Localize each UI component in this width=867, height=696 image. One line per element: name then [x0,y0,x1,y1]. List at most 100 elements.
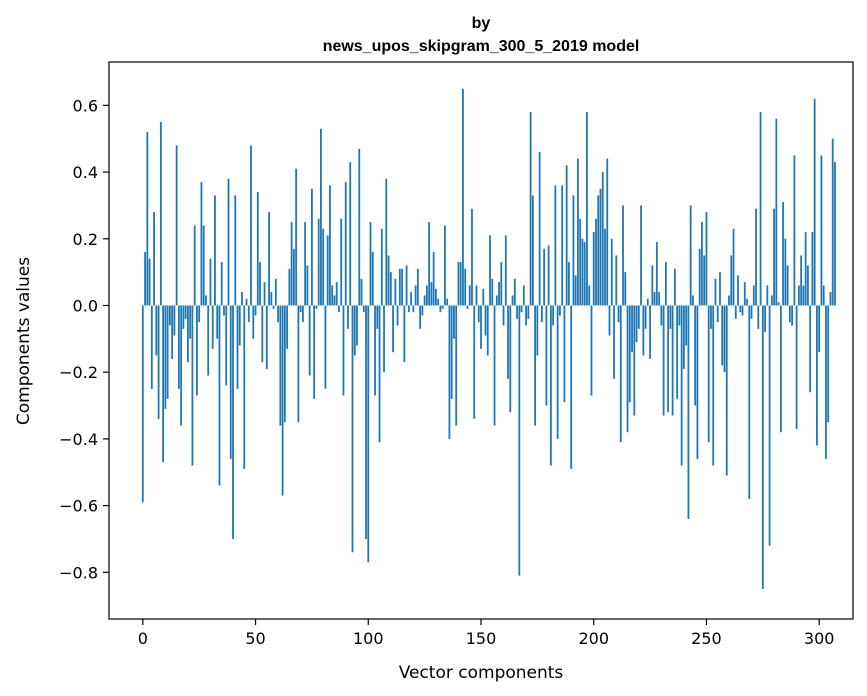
bar-161 [504,235,507,306]
bar-81 [324,305,327,389]
bar-35 [220,262,223,306]
bar-51 [256,192,259,306]
bar-261 [730,255,733,306]
bar-135 [446,298,449,306]
bar-34 [218,305,221,486]
bar-63 [283,305,286,423]
bar-296 [809,305,812,393]
bar-199 [590,305,593,396]
bar-98 [362,305,365,313]
bar-9 [162,305,165,463]
bar-115 [401,268,403,306]
bar-114 [398,268,401,306]
bar-12 [168,305,171,326]
bar-206 [606,158,609,306]
bar-286 [786,265,789,306]
bar-126 [425,285,428,306]
bar-28 [205,295,207,306]
bar-74 [308,305,311,376]
bar-131 [437,298,440,306]
bar-111 [392,305,394,353]
bar-132 [439,305,442,313]
bar-305 [829,292,832,306]
bar-69 [297,305,300,423]
bar-11 [166,305,169,399]
bar-109 [387,255,390,306]
bar-214 [624,272,627,306]
bar-104 [376,305,379,329]
bar-248 [701,222,703,306]
bar-170 [525,305,527,326]
bar-147 [473,305,476,419]
bar-78 [317,218,320,306]
bar-239 [680,305,683,466]
bar-301 [820,155,823,306]
bar-216 [628,305,631,403]
bar-188 [565,165,568,306]
bar-223 [644,305,647,329]
bar-287 [788,305,791,323]
x-axis-label: Vector components [399,663,564,683]
bar-251 [707,305,710,443]
bar-41 [234,195,237,306]
bar-187 [563,305,566,403]
bar-209 [613,305,615,379]
x-tick-label: 250 [691,629,722,648]
bar-191 [572,195,575,306]
bar-166 [516,305,518,319]
bar-179 [545,305,548,406]
bar-181 [549,305,552,466]
bar-46 [245,298,248,306]
bar-230 [660,305,663,326]
bar-4 [150,305,153,389]
bar-258 [723,305,726,373]
bar-159 [500,262,503,306]
bar-150 [480,305,482,349]
bar-180 [547,245,550,306]
bar-65 [288,268,291,306]
bar-148 [475,285,478,306]
bar-138 [453,305,455,339]
bar-97 [360,278,363,306]
bar-25 [198,305,201,323]
bar-47 [247,305,250,323]
y-tick-label: −0.6 [59,497,98,516]
bar-306 [831,138,834,306]
bar-269 [748,305,751,499]
bar-250 [705,212,708,306]
x-tick-label: 150 [466,629,497,648]
y-tick-label: −0.8 [59,563,98,582]
bar-107 [383,305,385,373]
bar-293 [802,285,805,306]
bar-207 [608,305,611,336]
bar-157 [495,295,498,306]
bar-32 [214,195,216,306]
bar-116 [403,305,406,363]
bar-158 [498,282,500,306]
bar-274 [759,112,762,306]
bar-17 [180,305,183,426]
bar-168 [520,305,523,313]
bar-257 [721,305,724,366]
bar-37 [225,305,228,386]
bar-5 [153,212,155,306]
bar-82 [326,235,329,306]
bar-300 [818,305,821,353]
bar-213 [622,205,624,306]
bar-297 [811,232,814,306]
bar-285 [784,238,787,306]
bar-171 [527,305,530,319]
bar-235 [671,305,674,416]
y-tick-label: 0.0 [73,296,98,315]
bar-231 [662,305,665,416]
plot-area-frame [108,61,854,620]
bar-252 [710,305,712,329]
bar-195 [581,238,584,306]
bar-210 [615,255,618,306]
bar-121 [414,285,417,306]
bar-8 [159,122,162,306]
bar-185 [559,305,561,316]
bar-238 [678,305,681,326]
bar-225 [649,305,651,359]
bar-91 [347,305,349,329]
